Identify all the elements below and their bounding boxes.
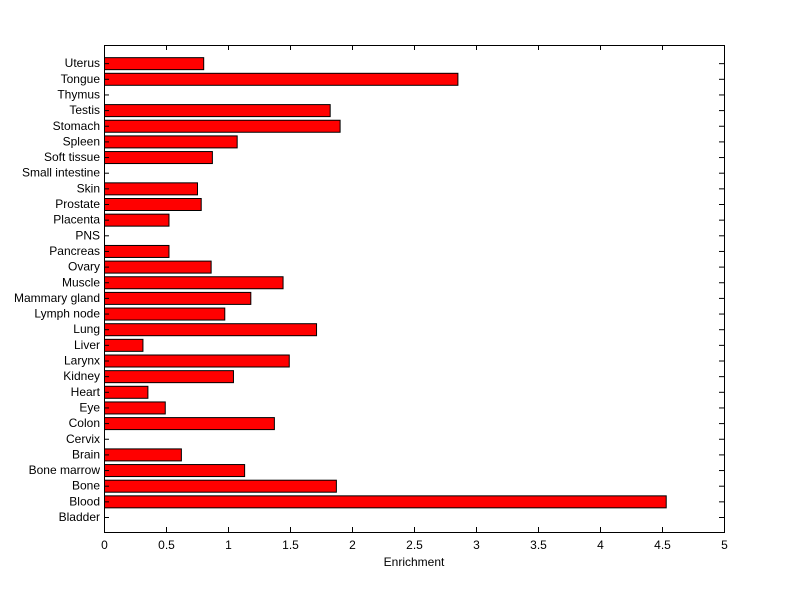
bar-ovary — [104, 260, 212, 274]
bar-bone — [104, 479, 337, 493]
bar-soft-tissue — [104, 151, 213, 165]
x-tick-label: 5 — [721, 538, 728, 552]
y-tick-label: PNS — [75, 228, 100, 242]
bar-blood — [104, 495, 667, 509]
x-tick-label: 0 — [101, 538, 108, 552]
y-tick-label: Kidney — [63, 369, 100, 383]
y-tick-label: Bone — [72, 479, 100, 493]
bars-group — [104, 57, 667, 509]
y-tick-label: Heart — [71, 385, 101, 399]
bar-lung — [104, 323, 318, 337]
y-tick-label: Lymph node — [34, 307, 100, 321]
y-tick-label: Bladder — [59, 510, 100, 524]
bar-stomach — [104, 119, 341, 133]
y-tick-label: Pancreas — [49, 244, 100, 258]
x-tick-label: 4 — [597, 538, 604, 552]
y-tick-label: Ovary — [68, 260, 100, 274]
bar-skin — [104, 182, 198, 196]
y-tick-label: Spleen — [63, 134, 100, 148]
y-tick-label: Soft tissue — [44, 150, 100, 164]
x-tick-label: 2.5 — [406, 538, 423, 552]
x-axis-label: Enrichment — [384, 555, 445, 569]
y-tick-label: Mammary gland — [14, 291, 100, 305]
bar-prostate — [104, 198, 202, 211]
bar-brain — [104, 448, 182, 462]
x-tick-label: 3 — [473, 538, 480, 552]
y-tick-label: Muscle — [62, 275, 100, 289]
y-tick-label: Placenta — [53, 213, 100, 227]
y-tick-label: Liver — [74, 338, 100, 352]
bar-heart — [104, 385, 149, 399]
plot-frame — [104, 45, 725, 533]
y-tick-label: Blood — [69, 494, 100, 508]
bar-spleen — [104, 135, 238, 149]
bar-kidney — [104, 370, 234, 384]
y-tick-label: Prostate — [55, 197, 100, 211]
y-tick-label: Stomach — [53, 119, 100, 133]
y-tick-label: Cervix — [66, 432, 100, 446]
bar-mammary-gland — [104, 291, 252, 305]
bar-testis — [104, 104, 331, 118]
x-tick-label: 3.5 — [530, 538, 547, 552]
x-tick-label: 4.5 — [654, 538, 671, 552]
bar-bone-marrow — [104, 464, 246, 478]
bar-tongue — [104, 72, 459, 86]
bar-eye — [104, 401, 166, 415]
y-tick-label: Skin — [77, 181, 100, 195]
y-tick-label: Lung — [73, 322, 100, 336]
y-tick-label: Small intestine — [22, 166, 100, 180]
y-tick-label: Brain — [72, 447, 100, 461]
bar-uterus — [104, 57, 205, 71]
x-tick-label: 1.5 — [282, 538, 299, 552]
bar-larynx — [104, 354, 290, 368]
y-tick-label: Tongue — [61, 72, 101, 86]
bar-placenta — [104, 213, 170, 227]
x-tick-label: 1 — [225, 538, 232, 552]
y-tick-label: Eye — [79, 400, 100, 414]
bar-pancreas — [104, 244, 170, 258]
y-tick-label: Thymus — [57, 87, 100, 101]
y-tick-label: Testis — [69, 103, 100, 117]
y-tick-label: Uterus — [65, 56, 100, 70]
bar-liver — [104, 338, 144, 352]
y-tick-label: Larynx — [64, 354, 100, 368]
bar-muscle — [104, 276, 284, 290]
y-tick-label: Bone marrow — [29, 463, 101, 477]
x-tick-label: 2 — [349, 538, 356, 552]
y-tick-label: Colon — [69, 416, 100, 430]
bar-colon — [104, 417, 275, 431]
bar-lymph-node — [104, 307, 226, 321]
x-tick-label: 0.5 — [158, 538, 175, 552]
